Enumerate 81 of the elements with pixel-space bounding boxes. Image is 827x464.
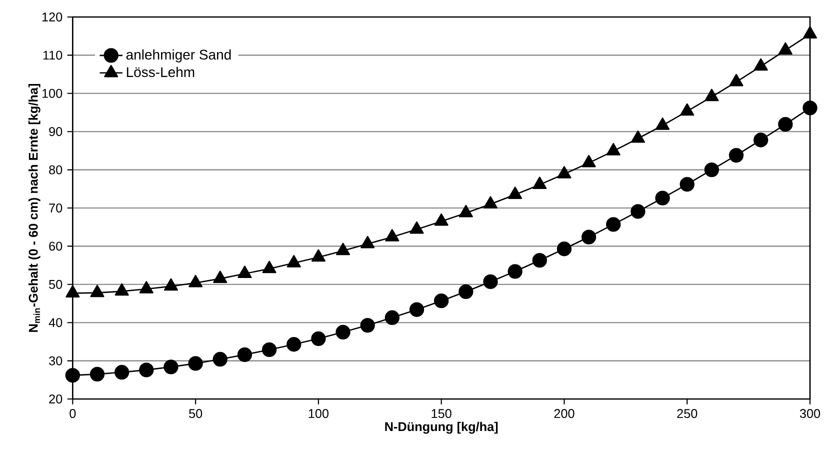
point bbox=[114, 283, 129, 296]
y-tick-label: 40 bbox=[48, 318, 62, 328]
point bbox=[483, 196, 498, 209]
point bbox=[556, 242, 572, 256]
point bbox=[164, 278, 178, 291]
point bbox=[483, 274, 498, 290]
point bbox=[680, 176, 694, 192]
point bbox=[360, 236, 375, 248]
point bbox=[410, 221, 424, 234]
y-axis-title: N$_{min}$-Gehalt (0 - 60 cm) nach Ernte [kg/ha] bbox=[28, 84, 40, 332]
point bbox=[66, 285, 80, 298]
y-tick-label: 120 bbox=[42, 12, 62, 22]
point bbox=[336, 242, 350, 256]
y-tick-label: 100 bbox=[42, 88, 62, 98]
point bbox=[606, 217, 621, 232]
point bbox=[90, 284, 104, 298]
point bbox=[458, 204, 473, 218]
x-tick-label: 0 bbox=[70, 409, 76, 418]
point bbox=[630, 204, 646, 219]
point bbox=[802, 26, 818, 39]
point bbox=[311, 331, 326, 346]
point bbox=[754, 58, 768, 71]
y-tick-label: 20 bbox=[49, 394, 62, 404]
point bbox=[262, 342, 277, 358]
point bbox=[65, 368, 80, 383]
point bbox=[139, 362, 154, 378]
point bbox=[532, 252, 547, 268]
point bbox=[213, 270, 228, 284]
point bbox=[630, 130, 645, 143]
point bbox=[532, 176, 547, 190]
point bbox=[606, 143, 620, 156]
point bbox=[656, 117, 670, 130]
point bbox=[434, 213, 448, 226]
y-tick-label: 30 bbox=[49, 356, 62, 366]
point bbox=[114, 364, 130, 380]
point bbox=[188, 274, 203, 288]
point bbox=[311, 249, 326, 262]
x-axis-title: N-Düngung [kg/ha] bbox=[385, 422, 498, 434]
point bbox=[238, 266, 252, 278]
y-tick-label: 70 bbox=[49, 204, 62, 212]
point bbox=[655, 190, 670, 206]
point bbox=[188, 356, 203, 371]
point bbox=[458, 284, 474, 299]
point bbox=[778, 42, 792, 55]
point bbox=[286, 255, 301, 268]
x-tick-label: 300 bbox=[800, 409, 820, 418]
point bbox=[508, 264, 522, 279]
point bbox=[434, 293, 449, 308]
y-tick-label: 50 bbox=[49, 280, 62, 289]
point bbox=[384, 310, 400, 325]
point bbox=[409, 302, 424, 317]
point bbox=[729, 74, 744, 86]
point bbox=[360, 318, 375, 333]
x-tick-label: 100 bbox=[308, 409, 329, 418]
point bbox=[164, 360, 178, 374]
legend-label: anlehmiger Sand bbox=[126, 49, 231, 62]
point bbox=[336, 324, 350, 340]
x-tick-label: 200 bbox=[554, 409, 574, 418]
y-tick-label: 90 bbox=[49, 127, 62, 136]
y-tick-label: 80 bbox=[49, 165, 62, 174]
point bbox=[704, 88, 719, 102]
point bbox=[262, 260, 276, 274]
point bbox=[508, 186, 522, 199]
point bbox=[237, 347, 252, 362]
y-tick-label: 60 bbox=[49, 242, 62, 251]
legend-label: Löss-Lehm bbox=[126, 66, 194, 78]
point bbox=[582, 154, 596, 168]
point bbox=[212, 352, 228, 367]
point bbox=[385, 229, 400, 242]
y-tick-label: 110 bbox=[43, 50, 62, 60]
x-tick-label: 150 bbox=[432, 409, 452, 418]
point bbox=[139, 280, 154, 294]
x-tick-label: 250 bbox=[677, 409, 698, 418]
point bbox=[286, 337, 302, 352]
point bbox=[581, 230, 596, 244]
point bbox=[704, 162, 720, 178]
point bbox=[90, 366, 105, 382]
point bbox=[728, 148, 744, 163]
point bbox=[680, 103, 694, 116]
point bbox=[557, 166, 572, 178]
x-tick-label: 50 bbox=[189, 409, 202, 418]
